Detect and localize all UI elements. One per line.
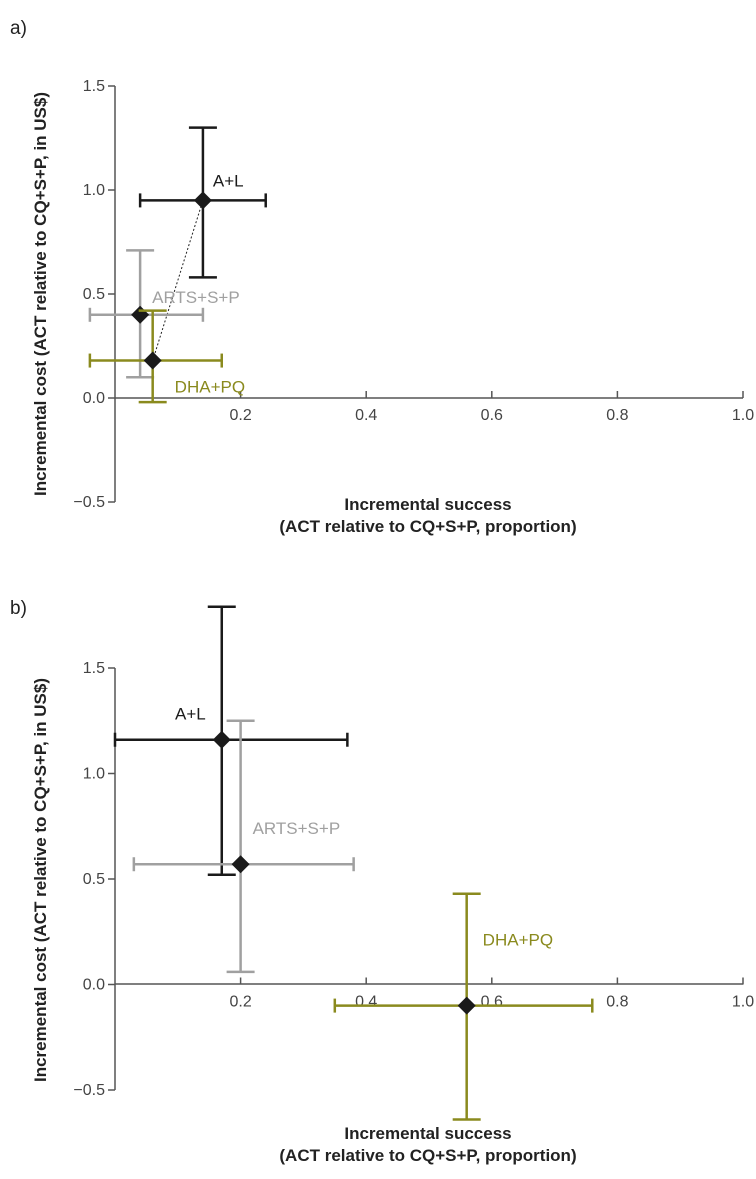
panel-b-x-tick-label-0: 0.2 <box>229 994 251 1011</box>
panel-a-x-tick-label-4: 1.0 <box>732 407 754 424</box>
panel-b-arts-s-p-label: ARTS+S+P <box>253 819 341 838</box>
panel-b-arts-s-p-point <box>231 855 250 874</box>
panel-b-dha-pq-label: DHA+PQ <box>483 931 553 950</box>
panel-a-arts-s-p-point <box>131 305 150 324</box>
panel-a-a-l-point <box>193 191 212 210</box>
panel-a-x-tick-label-3: 0.8 <box>606 407 628 424</box>
panel-b-y-tick-label-2: 0.5 <box>83 871 105 888</box>
panel-a-y-tick-label-0: −0.5 <box>73 494 105 511</box>
panel-a-ticks: −0.5 0.0 0.5 1.0 1.5 0.2 0.4 0.6 0.8 1.0 <box>73 78 754 511</box>
panel-a-y-tick-label-4: 1.5 <box>83 78 105 95</box>
panel-a-marks: A+L ARTS+S+P DHA+PQ <box>88 126 267 404</box>
panel-a-series-arts-s-p: ARTS+S+P <box>88 249 240 379</box>
panel-b: b) Incremental cost (ACT relative to CQ+… <box>10 598 754 1165</box>
panel-a-x-tick-label-1: 0.4 <box>355 407 377 424</box>
panel-b-series-arts-s-p: ARTS+S+P <box>132 719 355 974</box>
panel-a-x-tick-label-2: 0.6 <box>481 407 503 424</box>
panel-b-y-tick-label-0: −0.5 <box>73 1082 105 1099</box>
panel-b-ticks: −0.5 0.0 0.5 1.0 1.5 0.2 0.4 0.6 0.8 1.0 <box>73 660 754 1099</box>
panel-a-a-l-label: A+L <box>213 171 244 190</box>
panel-b-x-tick-label-2: 0.6 <box>481 994 503 1011</box>
panel-a-y-tick-label-3: 1.0 <box>83 182 105 199</box>
panel-a-series-a-l: A+L <box>138 126 267 279</box>
panel-a-x-axis-title-line2: (ACT relative to CQ+S+P, proportion) <box>279 517 576 536</box>
panel-b-a-l-point <box>212 730 231 749</box>
panel-a-arts-s-p-label: ARTS+S+P <box>152 288 240 307</box>
panel-a-label: a) <box>10 18 27 39</box>
panel-b-x-tick-label-3: 0.8 <box>606 994 628 1011</box>
panel-a-dha-pq-label: DHA+PQ <box>175 378 245 397</box>
panel-a-dha-pq-point <box>143 351 162 370</box>
panel-a-x-axis-title-line1: Incremental success <box>344 495 511 514</box>
panel-b-x-axis-title-line1: Incremental success <box>344 1124 511 1143</box>
panel-b-x-axis-title-line2: (ACT relative to CQ+S+P, proportion) <box>279 1146 576 1165</box>
panel-a-series-dha-pq: DHA+PQ <box>88 309 245 404</box>
panel-b-a-l-label: A+L <box>175 705 206 724</box>
panel-a-y-tick-label-1: 0.0 <box>83 390 105 407</box>
panel-a-x-tick-label-0: 0.2 <box>229 407 251 424</box>
panel-a-frontier-line <box>152 200 204 361</box>
panel-b-x-tick-label-1: 0.4 <box>355 994 377 1011</box>
panel-a-y-axis-title: Incremental cost (ACT relative to CQ+S+P… <box>31 92 50 496</box>
panel-b-label: b) <box>10 598 27 619</box>
panel-b-dha-pq-point <box>457 996 476 1015</box>
panel-b-marks: A+L ARTS+S+P DHA+PQ <box>113 605 594 1121</box>
panel-b-x-tick-label-4: 1.0 <box>732 994 754 1011</box>
panel-a-frontier <box>152 200 204 361</box>
panel-a: a) Incremental cost (ACT relative to CQ+… <box>10 18 754 536</box>
panel-b-y-tick-label-3: 1.0 <box>83 766 105 783</box>
panel-b-y-tick-label-4: 1.5 <box>83 660 105 677</box>
panel-a-y-tick-label-2: 0.5 <box>83 286 105 303</box>
panel-b-y-axis-title: Incremental cost (ACT relative to CQ+S+P… <box>31 678 50 1082</box>
panel-b-y-tick-label-1: 0.0 <box>83 977 105 994</box>
panel-b-series-a-l: A+L <box>113 605 349 877</box>
panel-b-series-dha-pq: DHA+PQ <box>333 892 594 1121</box>
